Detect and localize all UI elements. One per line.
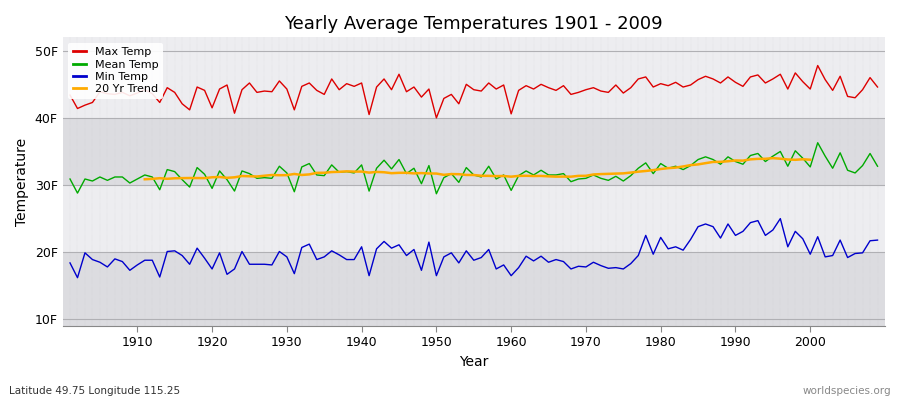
Bar xyxy=(62,37,885,118)
Bar xyxy=(62,118,885,185)
Legend: Max Temp, Mean Temp, Min Temp, 20 Yr Trend: Max Temp, Mean Temp, Min Temp, 20 Yr Tre… xyxy=(68,43,163,99)
Y-axis label: Temperature: Temperature xyxy=(15,138,29,226)
Text: Latitude 49.75 Longitude 115.25: Latitude 49.75 Longitude 115.25 xyxy=(9,386,180,396)
Bar xyxy=(62,185,885,252)
Bar xyxy=(62,252,885,326)
Title: Yearly Average Temperatures 1901 - 2009: Yearly Average Temperatures 1901 - 2009 xyxy=(284,15,663,33)
X-axis label: Year: Year xyxy=(459,355,489,369)
Text: worldspecies.org: worldspecies.org xyxy=(803,386,891,396)
